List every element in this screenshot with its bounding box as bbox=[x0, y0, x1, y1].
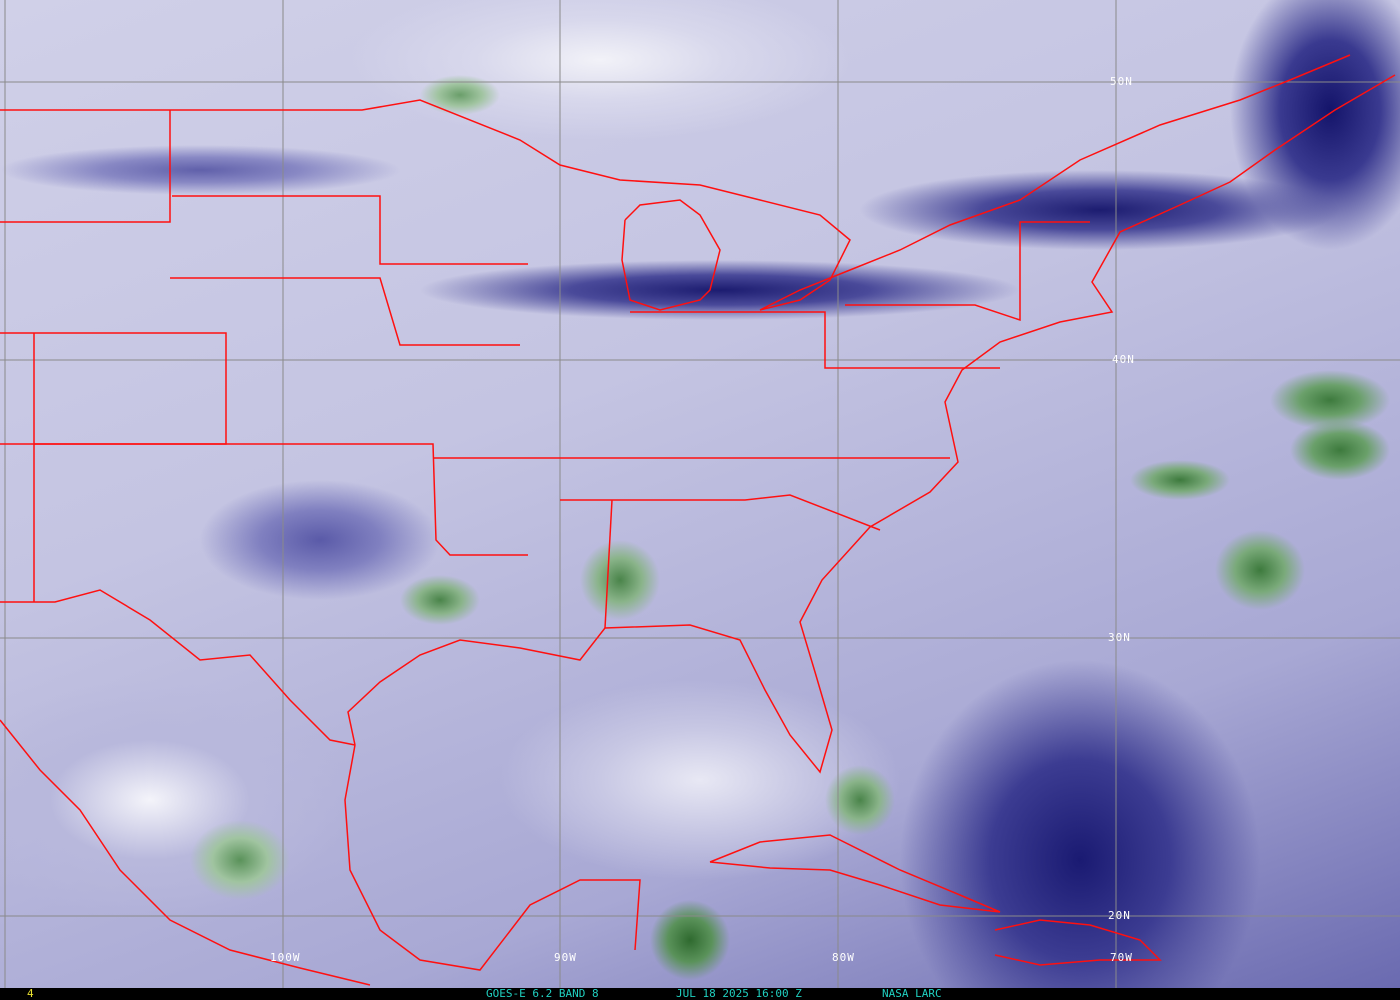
image-footer: 4 GOES-E 6.2 BAND 8 JUL 18 2025 16:00 Z … bbox=[0, 988, 1400, 1000]
cuba bbox=[709, 834, 1001, 913]
us-mexico-border bbox=[0, 589, 356, 746]
state-line-dakotas bbox=[172, 195, 528, 265]
us-canada-border bbox=[0, 54, 1351, 311]
lat-label-40n: 40N bbox=[1112, 353, 1135, 366]
credit-label: NASA LARC bbox=[882, 987, 942, 1000]
lon-label-80w: 80W bbox=[832, 951, 855, 964]
timestamp-label: JUL 18 2025 16:00 Z bbox=[676, 987, 802, 1000]
lat-label-50n: 50N bbox=[1110, 75, 1133, 88]
satellite-band-label: GOES-E 6.2 BAND 8 bbox=[486, 987, 599, 1000]
state-line-alabama-georgia bbox=[604, 499, 613, 629]
great-lakes bbox=[621, 199, 721, 311]
state-line-nebraska bbox=[170, 277, 520, 346]
state-line-oklahoma bbox=[34, 443, 528, 556]
lat-label-20n: 20N bbox=[1108, 909, 1131, 922]
state-line-southeast bbox=[560, 494, 881, 531]
hispaniola bbox=[994, 919, 1162, 966]
lon-label-90w: 90W bbox=[554, 951, 577, 964]
lon-label-100w: 100W bbox=[270, 951, 301, 964]
mexico-gulf-coastline bbox=[344, 744, 641, 971]
state-lines-north bbox=[0, 110, 171, 223]
state-line-ohio-pa bbox=[630, 311, 1000, 369]
state-line-ny-pa bbox=[845, 221, 1090, 322]
political-boundaries bbox=[0, 54, 1396, 986]
us-gulf-east-coastline bbox=[347, 74, 1396, 774]
mexico-pacific-coastline bbox=[0, 719, 371, 986]
frame-number: 4 bbox=[27, 987, 34, 1000]
lat-label-30n: 30N bbox=[1108, 631, 1131, 644]
lon-label-70w: 70W bbox=[1110, 951, 1133, 964]
